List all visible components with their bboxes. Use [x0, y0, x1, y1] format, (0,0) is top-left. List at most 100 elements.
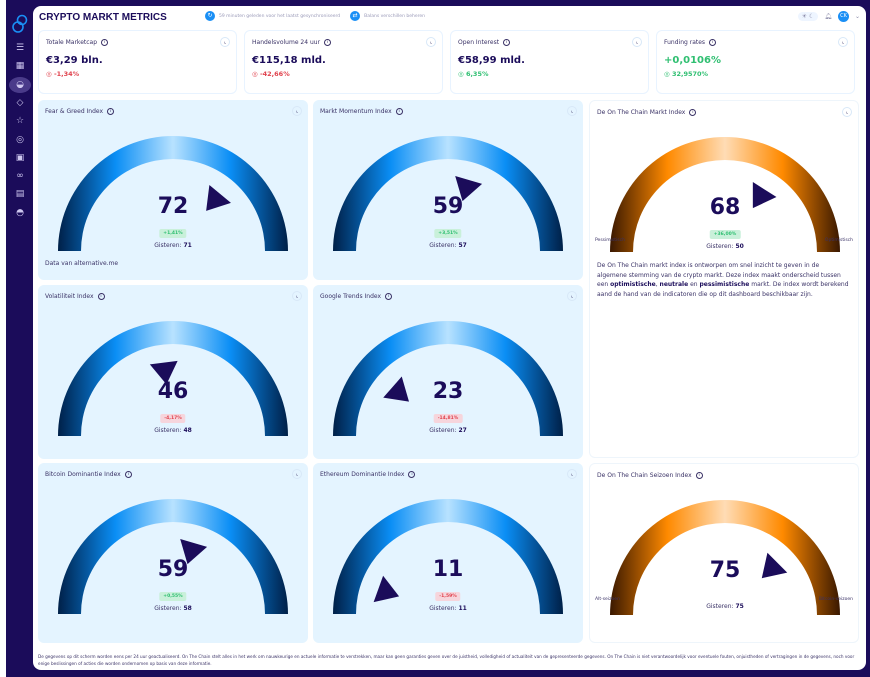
chart-icon[interactable]: ⌞ — [567, 291, 577, 301]
document-icon[interactable]: ▤ — [15, 189, 25, 200]
star-icon[interactable]: ☆ — [15, 116, 25, 127]
balance-link[interactable]: Balans verschillen beheren — [364, 13, 425, 19]
yesterday-value: Gisteren: 11 — [429, 605, 467, 612]
stat-title: Totale Marketcap — [46, 39, 98, 46]
gauge-arc — [610, 500, 840, 615]
yesterday-value: Gisteren: 27 — [429, 427, 467, 434]
info-icon[interactable]: i — [408, 471, 416, 478]
gauge-card: Bitcoin Dominantie Index i ⌞ 59 +0,55% Gis… — [38, 463, 308, 643]
theme-toggle[interactable]: ☀ ☾ — [797, 12, 819, 21]
gauge-pointer — [180, 539, 208, 565]
sync-icon[interactable]: ↻ — [205, 11, 215, 21]
gauge-title: Markt Momentum Index — [320, 108, 392, 115]
book-icon[interactable]: ▣ — [15, 152, 25, 163]
stat-value: €58,99 mld. — [458, 55, 525, 66]
info-icon[interactable]: i — [695, 472, 703, 479]
gauge-title: Fear & Greed Index — [45, 108, 104, 115]
gauge-arc — [58, 136, 288, 251]
chart-icon[interactable]: ⌞ — [567, 106, 577, 116]
avatar[interactable]: CK — [837, 11, 849, 22]
bell-icon[interactable]: 🔔︎ — [824, 13, 832, 20]
data-source: Data van alternative.me — [45, 260, 119, 267]
info-icon[interactable]: i — [324, 39, 332, 46]
yesterday-value: Gisteren: 57 — [429, 242, 467, 249]
stat-title: Open Interest — [458, 39, 500, 46]
stat-change: 32,9570% — [671, 70, 709, 78]
chart-icon[interactable]: ⌞ — [292, 106, 302, 116]
stat-card: Funding rates i ⌞ +0,0106% ◎ 32,9570% — [656, 30, 855, 94]
gauge: 75 — [610, 500, 840, 615]
left-label: Pessimistisch — [595, 238, 625, 243]
trend-icon: ◎ — [252, 70, 260, 78]
stat-card: Totale Marketcap i ⌞ €3,29 bln. ◎ -1,34% — [38, 30, 237, 94]
info-icon[interactable]: i — [689, 109, 697, 116]
info-icon[interactable]: i — [101, 39, 109, 46]
yesterday-value: Gisteren: 58 — [154, 605, 192, 612]
gauge-card: Fear & Greed Index i ⌞ 72 +1,41% Gisteren:… — [38, 100, 308, 280]
gauge-card: Volatiliteit Index i ⌞ 46 -4,17% Gisteren:… — [38, 285, 308, 459]
gauge-pointer — [761, 552, 788, 579]
trend-icon: ◎ — [664, 70, 672, 78]
link-icon[interactable]: ∞ — [16, 171, 24, 182]
stat-card: Open Interest i ⌞ €58,99 mld. ◎ 6,35% — [450, 30, 649, 94]
change-badge: +1,41% — [159, 229, 187, 238]
info-icon[interactable]: i — [385, 293, 393, 300]
gauge-card: Markt Momentum Index i ⌞ 59 +3,51% Gistere… — [313, 100, 583, 280]
gauge-title: De On The Chain Markt Index — [597, 109, 686, 116]
info-icon[interactable]: i — [97, 293, 105, 300]
info-icon[interactable]: i — [503, 39, 511, 46]
header-actions: ☀ ☾ 🔔︎ CK ⌄ — [797, 11, 860, 22]
info-icon[interactable]: i — [709, 39, 717, 46]
sync-text: 59 minuten geleden voor het laatst gesyn… — [219, 13, 341, 19]
left-label: Alt-seizoen — [595, 597, 620, 602]
chevron-down-icon[interactable]: ⌄ — [854, 13, 860, 20]
gauge-arc — [333, 136, 563, 251]
change-badge: +36,00% — [709, 230, 741, 239]
sidebar: ☰ ▦ ◒ ◇ ☆ ◎ ▣ ∞ ▤ ◓ — [6, 0, 33, 677]
disclaimer: De gegevens op dit scherm worden eens pe… — [38, 654, 855, 666]
chart-icon[interactable]: ⌞ — [292, 291, 302, 301]
gauge-value: 23 — [433, 379, 464, 404]
info-icon[interactable]: i — [395, 108, 403, 115]
chart-icon[interactable]: ⌞ — [220, 37, 230, 47]
gauge-pointer — [149, 360, 178, 385]
gauge-pointer — [373, 575, 400, 603]
gauge-value: 59 — [158, 557, 189, 582]
main-panel: CRYPTO MARKT METRICS ↻ 59 minuten gelede… — [33, 6, 866, 670]
gauge-card: Ethereum Dominantie Index i ⌞ 11 -1,59% Gi… — [313, 463, 583, 643]
grid-icon[interactable]: ▦ — [15, 61, 25, 72]
right-label: Bitcoin-seizoen — [818, 597, 853, 602]
coins-icon[interactable]: ◎ — [16, 134, 24, 145]
change-badge: -14,81% — [433, 414, 463, 423]
stat-value: +0,0106% — [664, 55, 721, 66]
gauge-icon[interactable]: ◓ — [16, 207, 24, 218]
stat-card: Handelsvolume 24 uur i ⌞ €115,18 mld. ◎ -… — [244, 30, 443, 94]
dashboard-icon[interactable]: ◒ — [9, 76, 31, 93]
right-label: Optimistisch — [824, 238, 853, 243]
gauge-value: 72 — [158, 194, 189, 219]
gauge: 46 — [58, 321, 288, 436]
change-badge: +0,55% — [159, 592, 187, 601]
tag-icon[interactable]: ◇ — [16, 97, 24, 108]
gauge: 23 — [333, 321, 563, 436]
gauge-arc — [610, 137, 840, 252]
chart-icon[interactable]: ⌞ — [632, 37, 642, 47]
info-icon[interactable]: i — [124, 471, 132, 478]
change-badge: +3,51% — [434, 229, 462, 238]
chart-icon[interactable]: ⌞ — [426, 37, 436, 47]
gauge: 59 — [58, 499, 288, 614]
stat-title: Handelsvolume 24 uur — [252, 39, 321, 46]
gauge-title: Bitcoin Dominantie Index — [45, 471, 121, 478]
menu-icon[interactable]: ☰ — [15, 43, 25, 53]
gauge-value: 68 — [710, 195, 741, 220]
chart-icon[interactable]: ⌞ — [567, 469, 577, 479]
chart-icon[interactable]: ⌞ — [292, 469, 302, 479]
balance-icon[interactable]: ⇄ — [350, 11, 361, 21]
yesterday-value: Gisteren: 71 — [154, 242, 192, 249]
chart-icon[interactable]: ⌞ — [838, 37, 848, 47]
gauge-pointer — [752, 182, 777, 209]
gauge: 72 — [58, 136, 288, 251]
gauge-pointer — [455, 176, 483, 202]
chart-icon[interactable]: ⌞ — [842, 107, 852, 117]
info-icon[interactable]: i — [107, 108, 115, 115]
